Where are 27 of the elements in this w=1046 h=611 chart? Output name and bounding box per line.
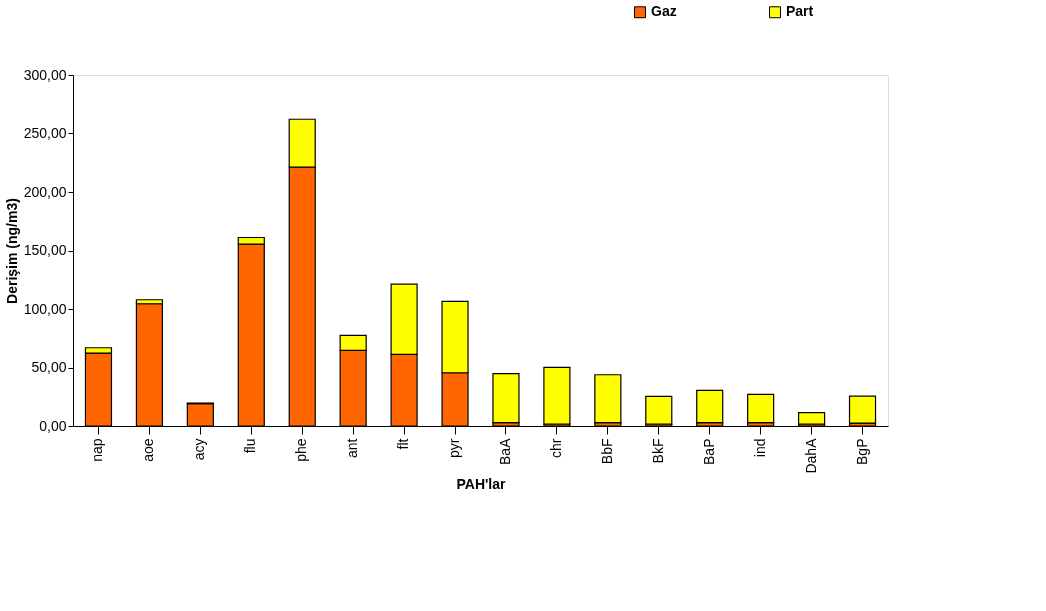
y-tick-label: 200,00 <box>23 183 67 200</box>
y-tick-label: 300,00 <box>23 66 67 83</box>
x-tick-label: ind <box>751 438 768 458</box>
x-tick-label: BaA <box>496 437 513 465</box>
x-tick-label: aoe <box>140 438 157 462</box>
y-tick-label: 50,00 <box>31 359 67 375</box>
y-tick-label: 0,00 <box>39 417 67 434</box>
x-tick-label: flu <box>242 438 259 454</box>
x-tick-label: BbF <box>598 438 615 465</box>
y-axis-title: Derişim (ng/m3) <box>3 198 20 304</box>
x-tick-label: acy <box>191 438 208 461</box>
x-tick-label: nap <box>89 438 106 462</box>
x-tick-label: flt <box>395 438 412 450</box>
y-tick-label: 100,00 <box>23 300 67 317</box>
x-tick-label: pyr <box>446 438 463 458</box>
y-tick-label: 250,00 <box>23 125 67 141</box>
x-tick-label: BgP <box>853 438 870 465</box>
x-tick-label: DahA <box>802 437 819 474</box>
x-tick-label: phe <box>293 438 310 462</box>
x-tick-label: BaP <box>700 438 717 465</box>
legend-label: Part <box>786 3 814 20</box>
x-axis-title: PAH'lar <box>456 475 507 492</box>
x-tick-label: ant <box>344 438 361 458</box>
x-tick-label: BkF <box>649 438 666 464</box>
legend-label: Gaz <box>651 3 677 20</box>
x-tick-label: chr <box>547 438 564 458</box>
y-tick-label: 150,00 <box>23 242 67 258</box>
